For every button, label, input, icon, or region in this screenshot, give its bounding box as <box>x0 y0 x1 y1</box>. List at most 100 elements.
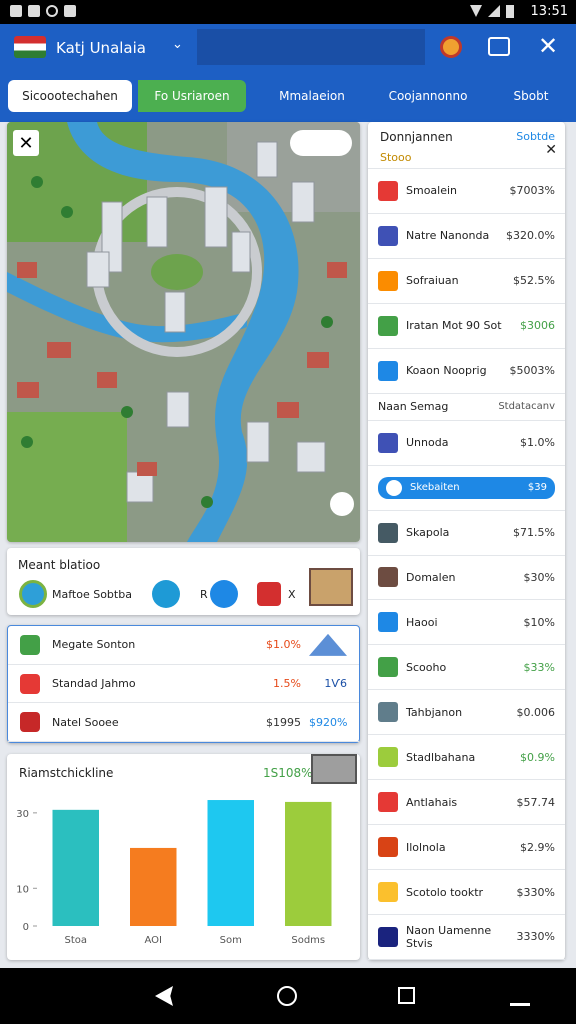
share-button[interactable] <box>152 580 180 608</box>
app-title[interactable]: Katj Unalaia <box>56 39 146 57</box>
side-item[interactable]: Ilolnola $2.9% <box>368 825 565 871</box>
map-icon[interactable] <box>440 36 462 58</box>
row-name: Natel Sooee <box>52 715 119 729</box>
side-item[interactable]: Smoalein $7003% <box>368 169 565 214</box>
side-item[interactable]: Unnoda $1.0% <box>368 421 565 466</box>
side-item[interactable]: Skapola $71.5% <box>368 511 565 556</box>
x-tick-label: AOI <box>145 935 163 946</box>
tab[interactable]: Fo Usriaroen <box>138 80 246 112</box>
item-value: $5003% <box>509 364 555 378</box>
side-item[interactable]: Skebaiten $39 <box>368 466 565 511</box>
row-name: Standad Jahmo <box>52 677 136 690</box>
side-item[interactable]: Antlahais $57.74 <box>368 780 565 826</box>
side-title: Donnjannen <box>380 130 453 144</box>
item-name: Skapola <box>406 526 450 540</box>
tab-bar: Sicoootechahen Fo Usriaroen Mmalaeion Cooja… <box>0 70 576 122</box>
tab[interactable]: Sbobt <box>513 89 549 103</box>
side-item[interactable]: Sofraiuan $52.5% <box>368 259 565 304</box>
back-button[interactable] <box>155 986 173 1006</box>
map[interactable]: ✕ <box>7 122 360 542</box>
item-icon <box>378 882 398 903</box>
list-row[interactable]: Natel Sooee $1995 $920% <box>8 703 359 743</box>
item-value: $2.9% <box>520 840 555 854</box>
close-button[interactable]: ✕ <box>538 32 559 60</box>
item-icon <box>378 612 398 633</box>
status-time: 13:51 <box>530 4 568 19</box>
side-item[interactable]: Natre Nanonda $320.0% <box>368 214 565 259</box>
app-logo[interactable] <box>14 36 46 58</box>
recents-button[interactable] <box>398 987 415 1004</box>
item-name: Natre Nanonda <box>406 229 490 243</box>
item-value: $1.0% <box>520 436 555 450</box>
item-icon <box>378 522 398 543</box>
section-action[interactable]: Stdatacanv <box>498 401 555 413</box>
item-value: $0.9% <box>520 750 555 764</box>
side-item[interactable]: Haooi $10% <box>368 600 565 646</box>
app-bar: Katj Unalaia ⌄ ✕ <box>0 24 576 70</box>
side-item[interactable]: Naon Uamenne Stvis 3330% <box>368 915 565 960</box>
item-icon <box>378 360 398 381</box>
item-icon <box>386 479 402 496</box>
bar <box>285 801 332 926</box>
item-value: $0.006 <box>516 705 556 719</box>
location-card: Meant blatioo Maftoe Sobtba R X <box>7 548 360 615</box>
chart-card: Riamstchickline 1S108% 0 10 30 Stoa AOI Som So… <box>7 754 360 960</box>
y-tick-label: 10 <box>16 884 29 895</box>
signal-icons <box>470 5 520 19</box>
search-field[interactable] <box>197 29 425 65</box>
row-value: $1.0% <box>266 638 301 652</box>
home-button[interactable] <box>277 986 297 1006</box>
item-value: $30% <box>523 570 555 584</box>
tab[interactable]: Coojannonno <box>388 89 468 103</box>
x-tick-label: Som <box>220 935 242 946</box>
nav-bar <box>0 968 576 1024</box>
section-header: Naan Semag Stdatacanv <box>368 394 565 421</box>
side-item[interactable]: Tahbjanon $0.006 <box>368 690 565 736</box>
y-tick-label: 30 <box>16 809 29 820</box>
side-close[interactable]: ✕ <box>545 142 557 158</box>
side-item[interactable]: Domalen $30% <box>368 556 565 601</box>
item-icon <box>378 926 398 947</box>
item-value: 3330% <box>516 930 555 944</box>
building-image <box>311 754 357 784</box>
item-name: Ilolnola <box>406 840 446 854</box>
row-icon <box>20 712 40 733</box>
tab[interactable]: Mmalaeion <box>279 89 345 103</box>
side-item[interactable]: Koaon Nooprig $5003% <box>368 349 565 394</box>
side-action[interactable]: Sobtde <box>516 130 555 143</box>
item-value: $320.0% <box>506 229 555 243</box>
screen-button[interactable] <box>488 37 510 56</box>
list-row[interactable]: Standad Jahmo 1.5% 1Ѵ6 <box>8 665 359 704</box>
download-button[interactable] <box>510 986 530 1006</box>
side-item[interactable]: Iratan Mot 90 Sot $3006 <box>368 304 565 349</box>
svg-text:✕: ✕ <box>18 133 33 154</box>
item-name: Sofraiuan <box>406 274 459 288</box>
row-image <box>309 633 347 656</box>
pin-icon <box>257 582 281 606</box>
item-value: $330% <box>516 885 555 899</box>
location-subtitle: Maftoe Sobtba <box>52 588 132 601</box>
item-icon <box>378 432 398 453</box>
y-tick-label: 0 <box>23 922 29 933</box>
list-row[interactable]: Megate Sonton $1.0% <box>8 626 359 665</box>
status-icons <box>10 5 100 19</box>
item-icon <box>378 225 398 246</box>
side-item[interactable]: Stadlbahana $0.9% <box>368 735 565 781</box>
item-name: Stadlbahana <box>406 750 476 764</box>
item-value: $39 <box>527 482 547 494</box>
item-name: Haooi <box>406 615 438 629</box>
item-name: Antlahais <box>406 795 458 809</box>
location-title: Meant blatioo <box>18 558 101 572</box>
close-text[interactable]: X <box>288 588 296 601</box>
item-name: Tahbjanon <box>406 705 463 719</box>
map-card: ✕ <box>7 122 360 542</box>
tab[interactable]: Sicoootechahen <box>8 80 132 112</box>
side-item[interactable]: Scotolo tooktr $330% <box>368 870 565 915</box>
item-name: Naon Uamenne Stvis <box>406 923 492 950</box>
row-icon <box>20 634 40 655</box>
side-item[interactable]: Scooho $33% <box>368 645 565 691</box>
dropdown-arrow[interactable]: ⌄ <box>172 37 183 52</box>
route-button[interactable] <box>210 580 238 608</box>
item-name: Domalen <box>406 570 456 584</box>
